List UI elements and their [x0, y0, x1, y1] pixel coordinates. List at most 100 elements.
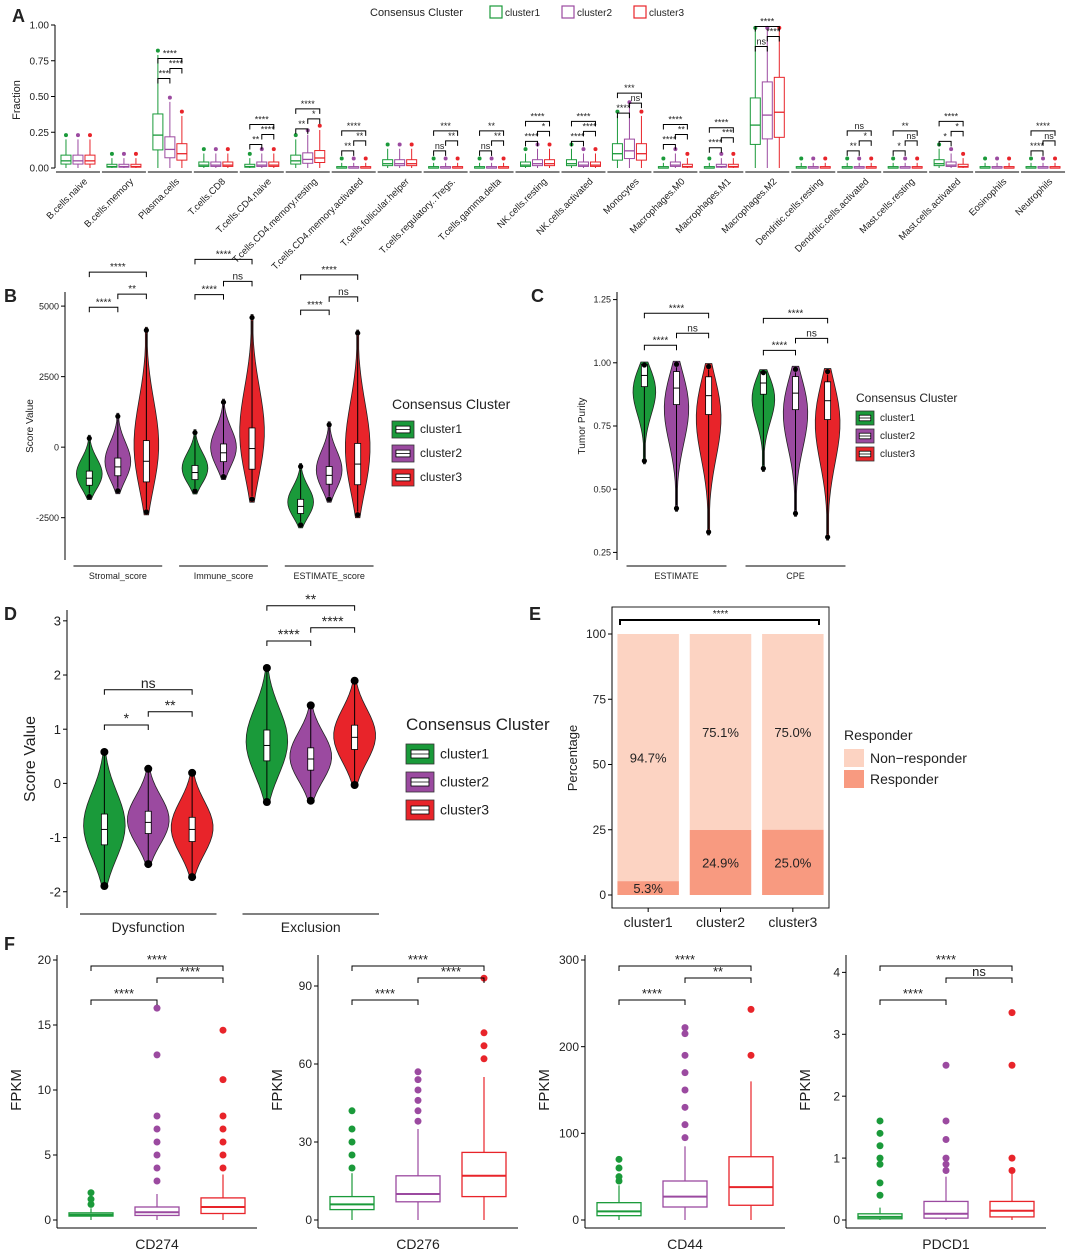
- f-outlier: [348, 1125, 356, 1133]
- f-outlier: [942, 1117, 950, 1125]
- a-sig-bracket: [1030, 130, 1056, 136]
- a-outlier: [293, 133, 298, 138]
- b-legend-label: cluster2: [420, 446, 462, 460]
- a-box: [589, 161, 601, 167]
- a-outlier: [719, 151, 724, 156]
- f-y-tick-label: 0: [572, 1213, 579, 1227]
- b-category-label: Immune_score: [194, 571, 254, 581]
- f-box: [329, 1195, 375, 1211]
- c-outlier: [792, 510, 799, 517]
- a-y-tick-label: 1.00: [30, 21, 50, 32]
- a-sig-bracket: [754, 25, 780, 32]
- b-ylabel: Score Value: [25, 399, 36, 453]
- a-category-label: T.cells.CD4.memory.activated: [270, 176, 366, 272]
- f-subplot: 0 1 2 3 4 FPKM PDCD1 **** ns ****: [797, 952, 1046, 1252]
- e-bar-responder: [617, 881, 679, 895]
- c-category-label: CPE: [786, 571, 805, 581]
- e-bar-responder: [762, 829, 824, 895]
- a-sig-bracket-label: ****: [616, 103, 631, 113]
- a-sig-bracket-label: ***: [159, 68, 170, 78]
- b-category-label: Stromal_score: [89, 571, 147, 581]
- d-outlier: [100, 882, 109, 891]
- a-box: [210, 161, 222, 167]
- f-outlier: [681, 1030, 689, 1038]
- f-ylabel: FPKM: [8, 1069, 25, 1111]
- a-sig-bracket-label: ns: [435, 141, 445, 151]
- a-box: [152, 113, 164, 151]
- e-data-label: 75.1%: [702, 725, 739, 740]
- f-outlier: [480, 1029, 488, 1037]
- c-sig-bracket: [676, 332, 710, 339]
- a-outlier: [443, 156, 448, 161]
- f-y-tick-label: 60: [299, 1057, 313, 1071]
- a-category-group: T.cells.CD8: [186, 147, 238, 218]
- a-sig-bracket-label: ****: [662, 135, 677, 145]
- a-outlier: [581, 147, 586, 152]
- a-outlier: [63, 133, 68, 138]
- a-box: [945, 161, 957, 167]
- f-outlier: [681, 1103, 689, 1111]
- f-outlier: [876, 1191, 884, 1199]
- b-sig-bracket-label: ns: [338, 287, 349, 298]
- f-y-tick-label: 0: [44, 1213, 51, 1227]
- a-box: [565, 159, 577, 167]
- a-sig-bracket: [249, 144, 263, 150]
- a-sig-bracket: [249, 124, 275, 130]
- c-category-group: ESTIMATE****ns****: [626, 303, 727, 581]
- a-outlier: [317, 123, 322, 128]
- d-outlier: [306, 796, 315, 805]
- c-sig-bracket: [643, 312, 710, 319]
- f-gene-label: CD274: [135, 1236, 179, 1252]
- a-sig-bracket: [525, 120, 551, 127]
- c-outlier: [673, 361, 680, 367]
- a-sig-bracket-label: ****: [301, 99, 316, 109]
- e-ylabel: Percentage: [565, 725, 580, 792]
- a-sig-bracket: [754, 45, 768, 52]
- a-sig-bracket-label: **: [298, 119, 306, 129]
- e-sig-bracket: [619, 619, 820, 625]
- c-legend-label: cluster2: [880, 431, 915, 442]
- a-sig-bracket-label: **: [448, 131, 456, 141]
- f-box: [728, 1156, 774, 1206]
- f-y-tick-label: 2: [833, 1089, 840, 1103]
- a-outlier: [213, 147, 218, 152]
- a-y-tick-label: 0.00: [30, 164, 50, 175]
- c-category-group: CPE****ns****: [745, 308, 846, 581]
- a-sig-bracket: [1030, 150, 1044, 156]
- e-category-label: cluster1: [624, 914, 673, 930]
- a-box: [84, 154, 96, 165]
- b-outlier: [249, 496, 255, 502]
- a-category-group: B.cells.naive: [45, 133, 100, 222]
- f-outlier: [1008, 1009, 1016, 1017]
- f-outlier: [942, 1136, 950, 1144]
- a-sig-bracket-label: **: [488, 121, 496, 131]
- b-y-tick-label: 5000: [39, 301, 59, 311]
- f-gene-label: CD276: [396, 1236, 440, 1252]
- a-sig-bracket-label: ****: [525, 131, 540, 141]
- a-outlier: [1007, 156, 1012, 161]
- a-outlier: [121, 151, 126, 156]
- d-outlier: [144, 764, 153, 773]
- a-sig-bracket: [662, 144, 676, 150]
- b-sig-bracket: [88, 306, 119, 313]
- c-sig-bracket: [762, 349, 796, 356]
- a-sig-bracket: [295, 128, 309, 134]
- a-sig-bracket: [938, 120, 964, 127]
- b-sig-bracket: [300, 274, 359, 280]
- f-y-tick-label: 4: [833, 966, 840, 980]
- d-sig-bracket: [103, 724, 149, 730]
- a-outlier: [823, 156, 828, 161]
- a-sig-bracket: [433, 130, 459, 136]
- b-sig-bracket: [300, 309, 330, 316]
- a-sig-bracket: [616, 112, 630, 119]
- f-gene-label: PDCD1: [922, 1236, 970, 1252]
- a-sig-bracket-label: ****: [944, 111, 959, 121]
- f-sig-bracket-label: ****: [408, 952, 428, 967]
- d-sig-bracket-label: *: [124, 710, 130, 726]
- a-sig-bracket-label: ns: [481, 141, 491, 151]
- panel-a: A 0.00 0.25 0.50 0.75 1.00 Fraction Consensus C…: [11, 5, 1066, 272]
- d-outlier: [262, 663, 271, 672]
- a-sig-bracket-label: *: [955, 121, 959, 131]
- c-sig-bracket: [795, 337, 829, 344]
- a-outlier: [983, 156, 988, 161]
